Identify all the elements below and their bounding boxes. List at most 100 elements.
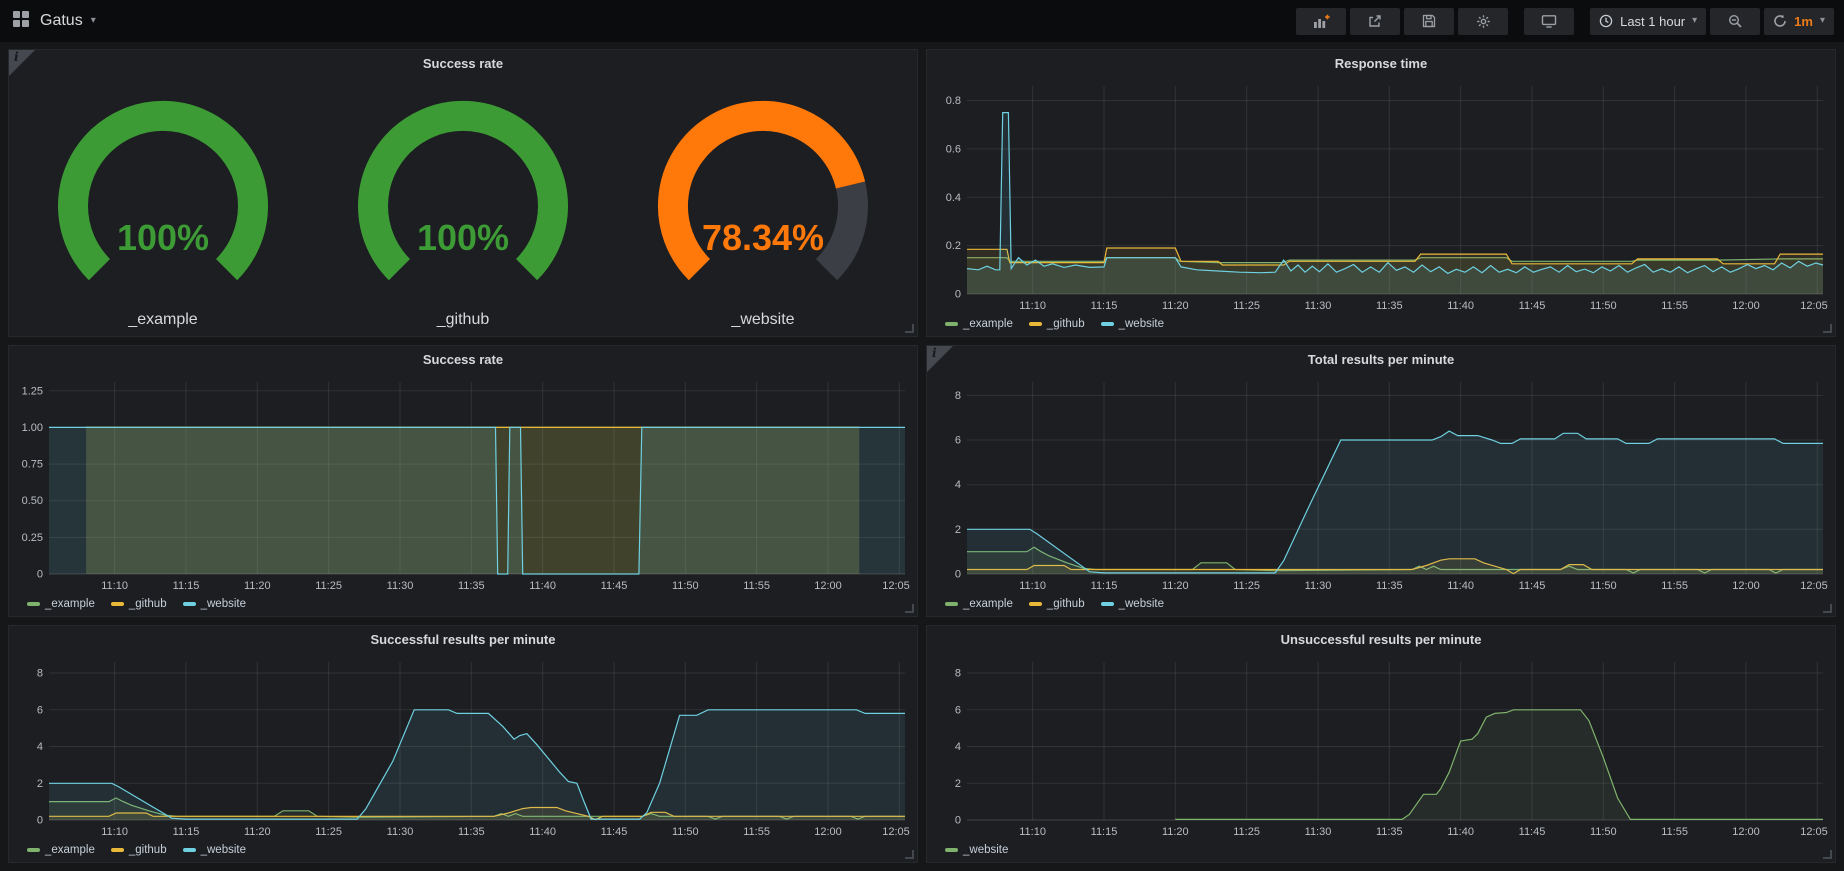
gauge-row: 100%_example100%_github78.34%_website (13, 78, 913, 335)
chevron-down-icon: ▾ (1692, 16, 1697, 26)
y-tick-label: 0 (955, 289, 961, 301)
series-area (967, 431, 1823, 574)
legend-swatch (27, 602, 40, 606)
x-tick-label: 11:20 (1162, 826, 1189, 838)
y-tick-label: 0.4 (946, 192, 961, 204)
chart-canvas[interactable]: 11:1011:1511:2011:2511:3011:3511:4011:45… (13, 654, 913, 840)
chevron-down-icon: ▾ (91, 16, 96, 26)
legend-item[interactable]: _example (945, 598, 1013, 610)
x-tick-label: 11:55 (1661, 826, 1688, 838)
series-line (967, 113, 1823, 274)
total-results-chart[interactable]: 11:1011:1511:2011:2511:3011:3511:4011:45… (931, 374, 1831, 594)
panel-info-corner[interactable]: i (927, 346, 953, 372)
panel-resize-handle[interactable] (905, 604, 914, 613)
legend-swatch (1029, 322, 1042, 326)
legend-item[interactable]: _website (183, 844, 246, 856)
x-tick-label: 11:25 (1233, 300, 1260, 312)
x-tick-label: 11:50 (1590, 580, 1617, 592)
panel-title[interactable]: Unsuccessful results per minute (927, 626, 1835, 654)
legend-label: _website (201, 598, 246, 610)
success-rate-chart[interactable]: 11:1011:1511:2011:2511:3011:3511:4011:45… (13, 374, 913, 594)
chart-canvas[interactable]: 11:1011:1511:2011:2511:3011:3511:4011:45… (931, 654, 1831, 840)
x-tick-label: 11:35 (1376, 826, 1403, 838)
chart-canvas[interactable]: 11:1011:1511:2011:2511:3011:3511:4011:45… (931, 78, 1831, 314)
panel-title[interactable]: Response time (927, 50, 1835, 78)
legend-swatch (1029, 602, 1042, 606)
legend-item[interactable]: _website (945, 844, 1008, 856)
panel-resize-handle[interactable] (905, 324, 914, 333)
x-tick-label: 11:10 (1019, 300, 1046, 312)
panel-resize-handle[interactable] (905, 850, 914, 859)
x-tick-label: 11:55 (1661, 300, 1688, 312)
x-tick-label: 11:10 (1019, 826, 1046, 838)
tv-mode-button[interactable] (1524, 8, 1574, 35)
y-tick-label: 0.25 (22, 532, 43, 544)
panel-info-corner[interactable]: i (9, 50, 35, 76)
series-area (49, 427, 905, 574)
x-tick-label: 12:00 (1732, 300, 1760, 312)
refresh-picker[interactable]: 1m ▾ (1764, 8, 1834, 35)
legend-label: _website (201, 844, 246, 856)
dashboard-title-dropdown[interactable]: Gatus ▾ (40, 12, 96, 30)
add-panel-button[interactable] (1296, 8, 1346, 35)
legend-label: _github (129, 598, 167, 610)
legend-item[interactable]: _github (1029, 598, 1085, 610)
time-range-picker[interactable]: Last 1 hour ▾ (1590, 8, 1706, 35)
legend-item[interactable]: _website (1101, 598, 1164, 610)
panel-title[interactable]: Successful results per minute (9, 626, 917, 654)
time-range-label: Last 1 hour (1620, 14, 1685, 29)
x-tick-label: 11:10 (1019, 580, 1046, 592)
legend-item[interactable]: _github (111, 598, 167, 610)
x-tick-label: 11:40 (529, 826, 556, 838)
gauge-_github: 100%_github (313, 78, 613, 335)
settings-button[interactable] (1458, 8, 1508, 35)
legend-item[interactable]: _website (1101, 318, 1164, 330)
legend-label: _github (1047, 598, 1085, 610)
panel-resize-handle[interactable] (1823, 850, 1832, 859)
y-tick-label: 0 (37, 569, 43, 581)
unsuccessful-results-chart[interactable]: 11:1011:1511:2011:2511:3011:3511:4011:45… (931, 654, 1831, 840)
x-tick-label: 11:55 (743, 826, 770, 838)
y-tick-label: 0.75 (22, 459, 43, 471)
legend-label: _website (1119, 318, 1164, 330)
panel-title[interactable]: Total results per minute (927, 346, 1835, 374)
chart-canvas[interactable]: 11:1011:1511:2011:2511:3011:3511:4011:45… (13, 374, 913, 594)
y-tick-label: 1.25 (22, 385, 43, 397)
x-tick-label: 11:35 (458, 826, 485, 838)
share-button[interactable] (1350, 8, 1400, 35)
panel-title[interactable]: Success rate (9, 50, 917, 78)
response-time-chart[interactable]: 11:1011:1511:2011:2511:3011:3511:4011:45… (931, 78, 1831, 314)
panel-resize-handle[interactable] (1823, 604, 1832, 613)
x-tick-label: 11:40 (1447, 580, 1474, 592)
x-tick-label: 12:05 (882, 826, 910, 838)
panel-response-time: Response time 11:1011:1511:2011:2511:301… (926, 49, 1836, 337)
legend-swatch (1101, 602, 1114, 606)
x-tick-label: 11:40 (1447, 826, 1474, 838)
legend-item[interactable]: _website (183, 598, 246, 610)
apps-grid-icon[interactable] (12, 10, 30, 33)
x-tick-label: 11:45 (601, 826, 628, 838)
x-tick-label: 11:30 (1305, 300, 1332, 312)
x-tick-label: 12:00 (1732, 826, 1760, 838)
successful-results-chart[interactable]: 11:1011:1511:2011:2511:3011:3511:4011:45… (13, 654, 913, 840)
panel-resize-handle[interactable] (1823, 324, 1832, 333)
legend: _website (931, 840, 1831, 860)
legend-item[interactable]: _example (27, 844, 95, 856)
panel-title[interactable]: Success rate (9, 346, 917, 374)
chart-canvas[interactable]: 11:1011:1511:2011:2511:3011:3511:4011:45… (931, 374, 1831, 594)
legend-item[interactable]: _example (945, 318, 1013, 330)
y-tick-label: 2 (37, 778, 43, 790)
legend-label: _website (1119, 598, 1164, 610)
legend-item[interactable]: _github (111, 844, 167, 856)
x-tick-label: 11:55 (743, 580, 770, 592)
x-tick-label: 11:20 (244, 580, 271, 592)
x-tick-label: 11:40 (1447, 300, 1474, 312)
y-tick-label: 8 (955, 390, 961, 402)
legend-label: _example (963, 598, 1013, 610)
refresh-interval-label: 1m (1794, 14, 1813, 29)
legend-item[interactable]: _github (1029, 318, 1085, 330)
legend-item[interactable]: _example (27, 598, 95, 610)
zoom-out-button[interactable] (1710, 8, 1760, 35)
navbar-left: Gatus ▾ (12, 10, 96, 33)
save-button[interactable] (1404, 8, 1454, 35)
